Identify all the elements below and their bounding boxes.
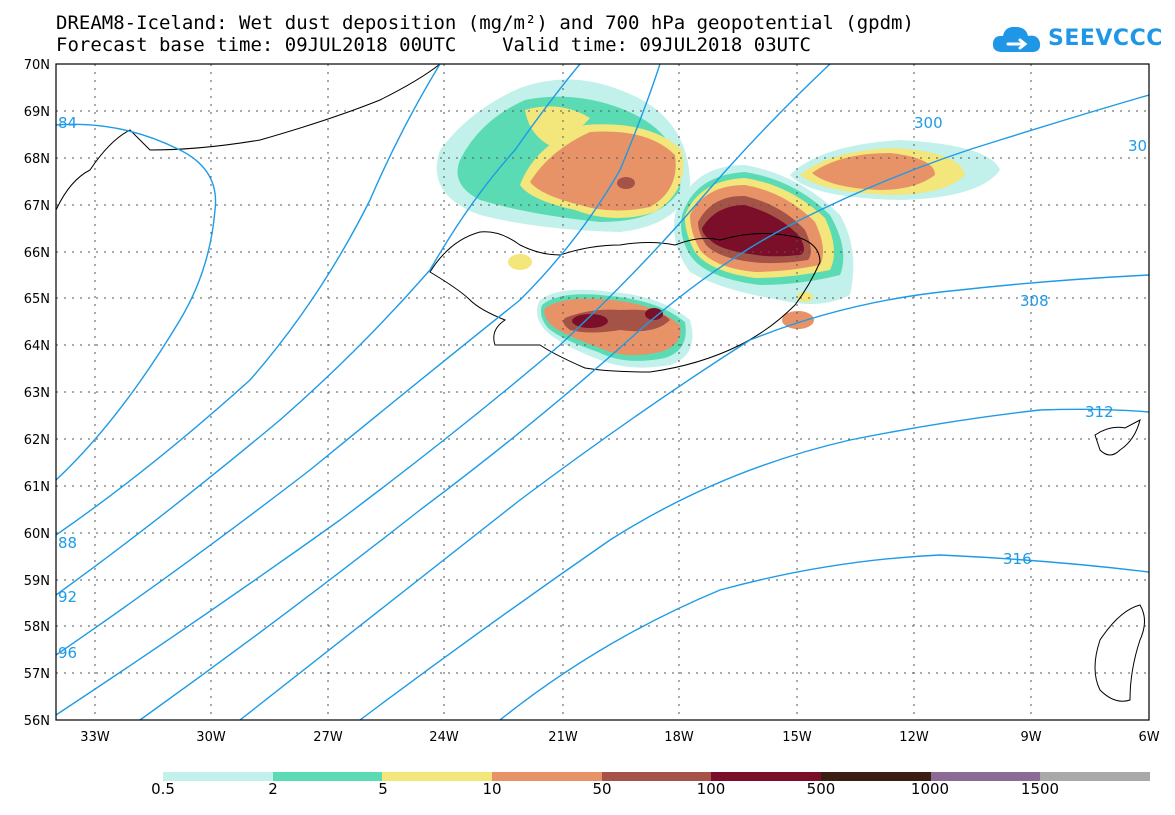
contour-label: 88 xyxy=(58,534,77,552)
lon-label: 6W xyxy=(1138,730,1159,745)
colorbar-segment xyxy=(272,772,383,781)
contour-label: 312 xyxy=(1085,403,1114,421)
lat-label: 62N xyxy=(24,433,50,448)
iceland-coast xyxy=(429,231,821,373)
lat-label: 64N xyxy=(24,339,50,354)
colorbar-segment xyxy=(163,772,273,781)
deposition-shading xyxy=(436,79,1000,368)
lat-label: 67N xyxy=(24,199,50,214)
lat-label: 63N xyxy=(24,386,50,401)
colorbar-label: 10 xyxy=(482,780,502,798)
colorbar-label: 0.5 xyxy=(151,780,175,798)
lat-label: 58N xyxy=(24,620,50,635)
colorbar-label: 1000 xyxy=(910,780,950,798)
lat-label: 57N xyxy=(24,667,50,682)
contour-label: 300 xyxy=(914,114,943,132)
deposition-colorbar xyxy=(163,772,1151,781)
longitude-labels: 33W 30W 27W 24W 21W 18W 15W 12W 9W 6W xyxy=(80,730,1159,745)
colorbar-label: 1500 xyxy=(1020,780,1060,798)
cloud-logo-icon xyxy=(992,26,1041,52)
colorbar-segment xyxy=(492,772,602,781)
grid-lines xyxy=(56,64,1149,720)
map-subtitle: Forecast base time: 09JUL2018 00UTC Vali… xyxy=(56,34,811,56)
contour-label: 30 xyxy=(1128,137,1147,155)
lat-label: 69N xyxy=(24,105,50,120)
lon-label: 12W xyxy=(899,730,929,745)
map-frame xyxy=(55,63,1150,721)
greenland-coast xyxy=(56,64,441,211)
map-plot-area xyxy=(56,64,1149,720)
seevccc-logo: SEEVCCC xyxy=(990,20,1163,60)
scotland-coast xyxy=(1094,604,1145,702)
colorbar-segment xyxy=(821,772,931,781)
lat-label: 70N xyxy=(24,58,50,73)
colorbar-segment xyxy=(1040,772,1151,781)
lon-label: 33W xyxy=(80,730,110,745)
lon-label: 27W xyxy=(313,730,343,745)
contour-label: 92 xyxy=(58,588,77,606)
lat-label: 68N xyxy=(24,152,50,167)
colorbar-label: 2 xyxy=(268,780,278,798)
colorbar-label: 500 xyxy=(806,780,836,798)
contour-label: 308 xyxy=(1020,292,1049,310)
colorbar-label: 100 xyxy=(696,780,726,798)
colorbar-segment xyxy=(930,772,1041,781)
lat-label: 60N xyxy=(24,527,50,542)
colorbar-segment xyxy=(711,772,822,781)
faroe-islands-coast xyxy=(1094,419,1141,456)
logo-text: SEEVCCC xyxy=(1048,26,1163,51)
lat-label: 61N xyxy=(24,480,50,495)
contour-label: 96 xyxy=(58,644,77,662)
map-title: DREAM8-Iceland: Wet dust deposition (mg/… xyxy=(56,12,914,34)
lon-label: 21W xyxy=(548,730,578,745)
lat-label: 66N xyxy=(24,246,50,261)
lat-label: 65N xyxy=(24,292,50,307)
contour-label: 84 xyxy=(58,114,77,132)
lon-label: 30W xyxy=(196,730,226,745)
lon-label: 18W xyxy=(664,730,694,745)
contour-label: 316 xyxy=(1003,550,1032,568)
colorbar-segment xyxy=(382,772,493,781)
lon-label: 24W xyxy=(429,730,459,745)
lon-label: 15W xyxy=(782,730,812,745)
coastlines xyxy=(56,64,1145,702)
colorbar-segment xyxy=(601,772,712,781)
lon-label: 9W xyxy=(1020,730,1041,745)
lat-label: 59N xyxy=(24,574,50,589)
colorbar-label: 5 xyxy=(378,780,388,798)
colorbar-label: 50 xyxy=(592,780,612,798)
latitude-labels: 70N 69N 68N 67N 66N 65N 64N 63N 62N 61N … xyxy=(24,58,50,729)
lat-label: 56N xyxy=(24,714,50,729)
contour-labels: 84 300 30 308 312 88 92 316 96 xyxy=(58,114,1147,662)
geopotential-contours xyxy=(56,64,1149,720)
